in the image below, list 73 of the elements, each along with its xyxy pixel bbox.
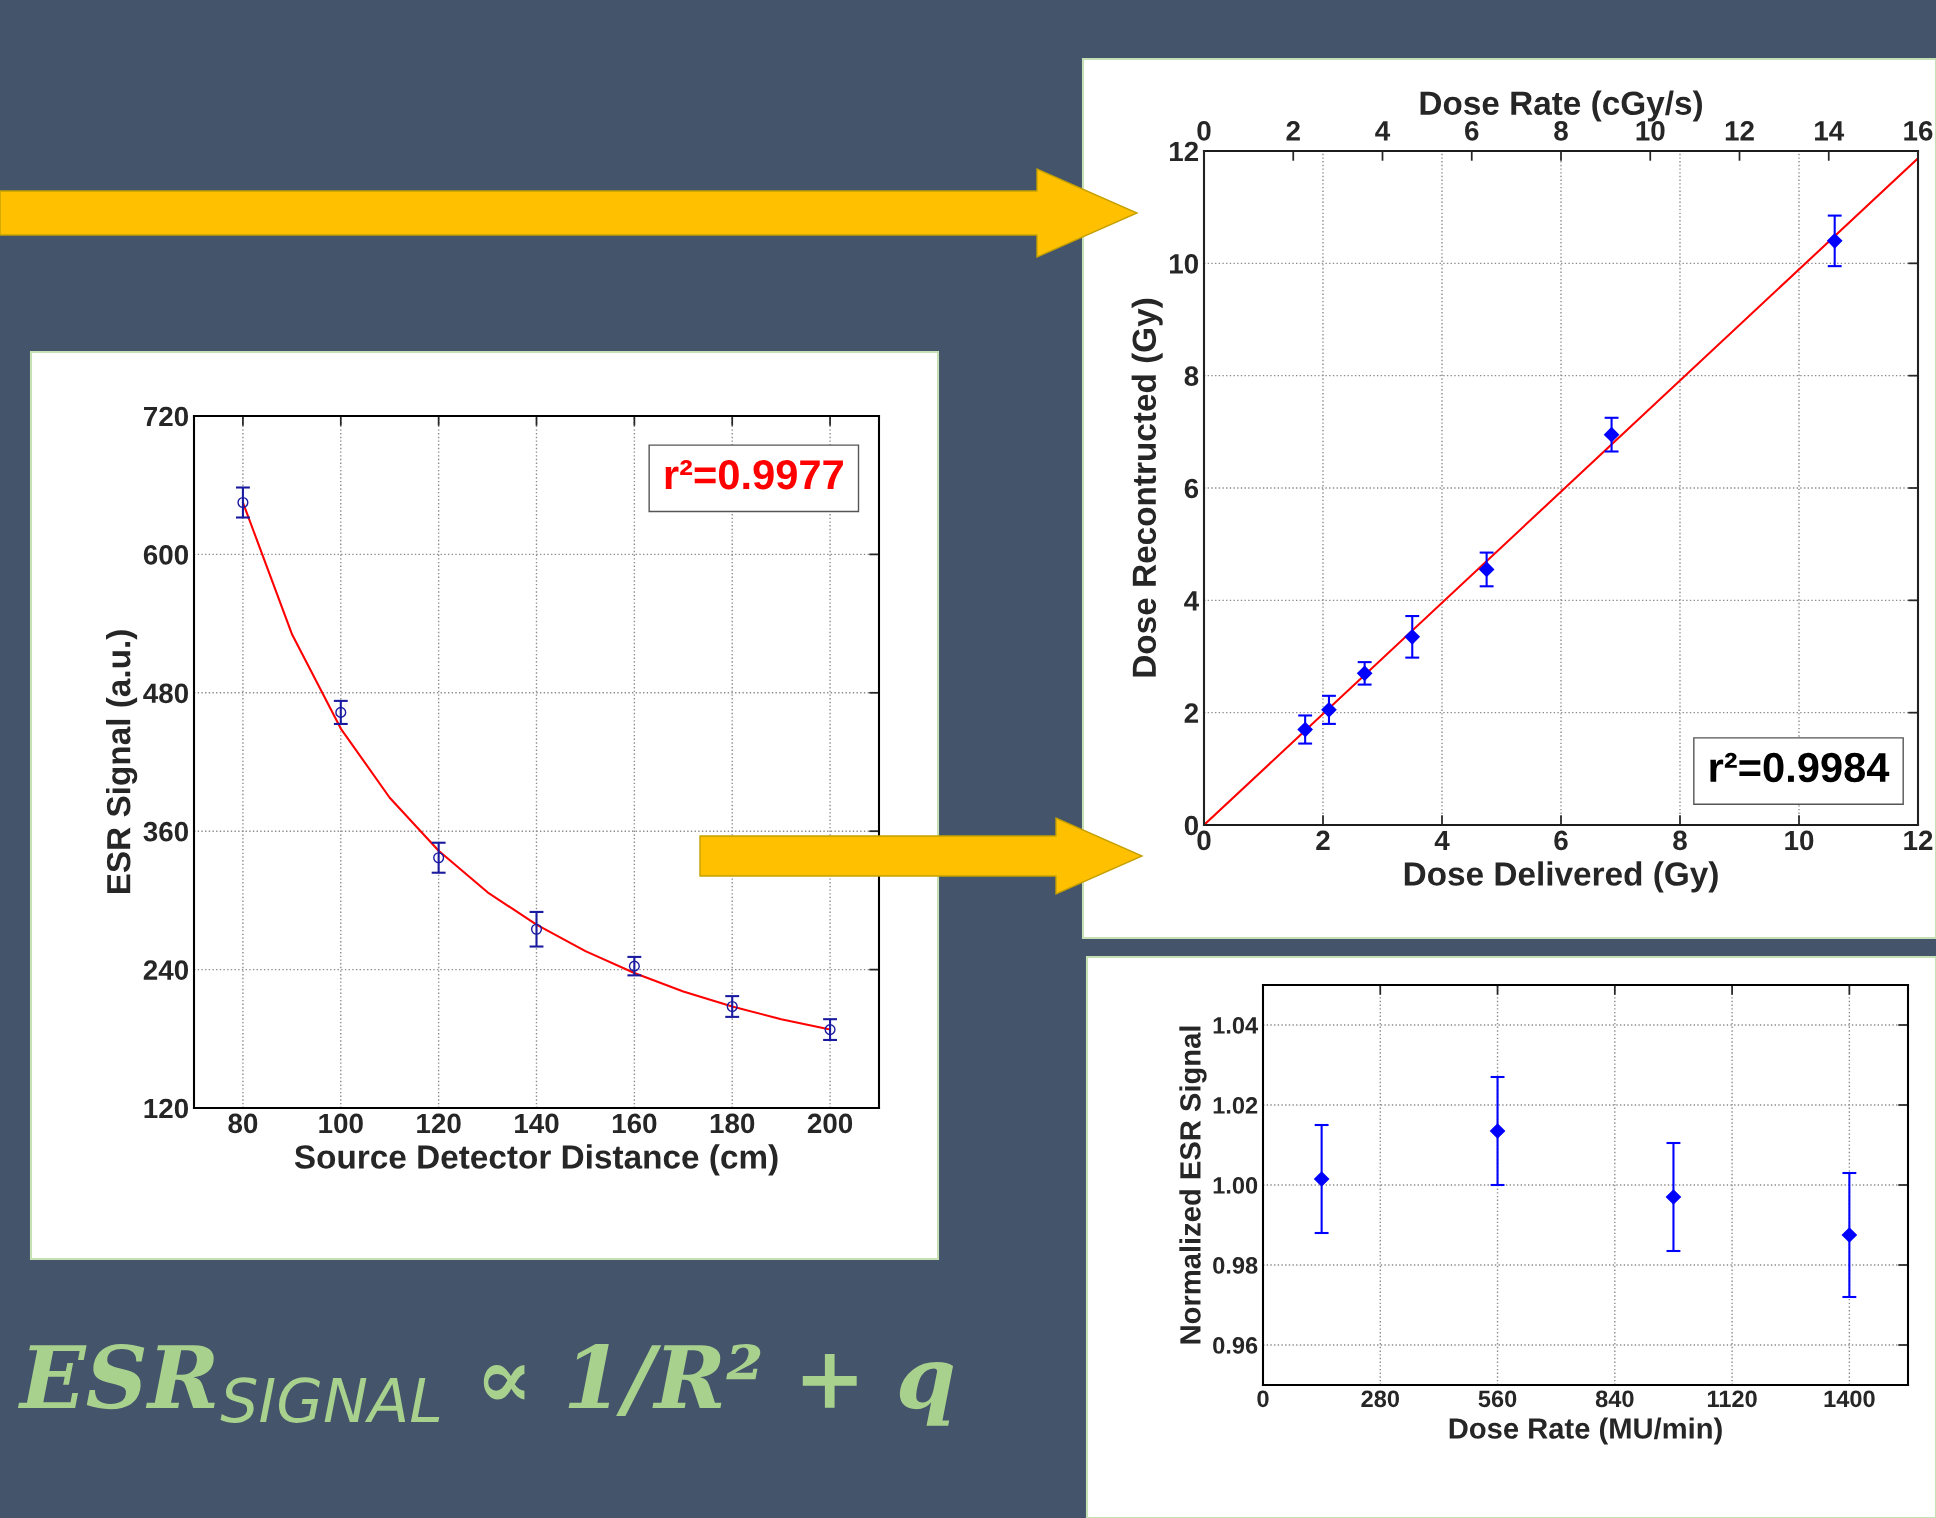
x-tick-label: 2 [1316, 830, 1330, 850]
x-tick-label: 120 [417, 1113, 461, 1134]
y-tick-label: 240 [143, 960, 188, 980]
y-tick-label: 720 [143, 406, 188, 427]
x2-tick-label: 2 [1286, 120, 1300, 141]
x-tick-label: 8 [1673, 830, 1687, 851]
x-tick-label: 180 [710, 1113, 755, 1134]
y-tick-label: 4 [1184, 591, 1199, 611]
x-axis-title: Source Detector Distance (cm) [294, 1144, 778, 1176]
point [1297, 721, 1313, 738]
point [1357, 665, 1373, 681]
point [1827, 233, 1843, 249]
y-tick-label: 1.04 [1213, 1017, 1259, 1034]
point [237, 496, 249, 509]
y-tick-label: 1.02 [1213, 1097, 1258, 1114]
point [1321, 702, 1337, 718]
point [1489, 1123, 1506, 1139]
x-tick-label: 4 [1434, 830, 1450, 850]
point [1841, 1227, 1857, 1243]
x-tick-label: 140 [515, 1113, 559, 1134]
point [433, 852, 445, 864]
x-tick-label: 6 [1554, 830, 1568, 851]
x2-tick-label: 16 [1904, 120, 1933, 141]
y-axis-title: ESR Signal (a.u.) [106, 630, 138, 894]
y-tick-label: 120 [144, 1098, 188, 1119]
y-tick-label: 12 [1169, 141, 1199, 162]
y-tick-label: 600 [143, 545, 188, 565]
annotation: r²=0.9984 [1710, 752, 1890, 783]
x2-tick-label: 8 [1554, 120, 1568, 141]
x-tick-label: 1400 [1824, 1390, 1875, 1408]
y-axis-title: Normalized ESR Signal [1179, 1026, 1207, 1344]
x-tick-label: 10 [1785, 830, 1814, 851]
x-tick-label: 160 [612, 1113, 657, 1134]
x2-tick-label: 6 [1465, 120, 1479, 141]
y-tick-label: 8 [1184, 366, 1199, 387]
point [1603, 427, 1620, 443]
y-tick-label: 480 [143, 683, 188, 704]
point [824, 1024, 836, 1036]
x-tick-label: 12 [1904, 830, 1933, 850]
point [1665, 1189, 1682, 1205]
point [530, 923, 543, 935]
x-tick-label: 560 [1478, 1390, 1517, 1408]
x-axis-title: Dose Rate (MU/min) [1449, 1417, 1722, 1445]
point [1314, 1171, 1330, 1187]
x2-tick-label: 10 [1636, 120, 1665, 141]
point [1479, 561, 1495, 578]
x-axis-title: Dose Delivered (Gy) [1404, 861, 1718, 893]
y-tick-label: 360 [143, 821, 188, 842]
x-tick-label: 100 [319, 1113, 363, 1134]
y-axis-title: Dose Recontructed (Gy) [1131, 298, 1163, 677]
point [726, 1000, 738, 1013]
point [1404, 629, 1420, 645]
x2-axis-title: Dose Rate (cGy/s) [1420, 90, 1702, 122]
annotation: r²=0.9977 [665, 459, 843, 490]
x-tick-label: 80 [228, 1113, 258, 1134]
y-tick-label: 0 [1184, 815, 1198, 836]
x2-tick-label: 14 [1815, 121, 1845, 141]
y-tick-label: 6 [1184, 478, 1199, 499]
x-tick-label: 840 [1595, 1390, 1634, 1408]
x-tick-label: 1120 [1707, 1390, 1757, 1408]
point [335, 706, 347, 718]
text: ESR$_{SIGNAL}$ ∝ 1/R² + q [17, 1344, 954, 1426]
x-tick-label: 0 [1257, 1390, 1269, 1408]
point [628, 960, 640, 972]
y-tick-label: 1.00 [1213, 1177, 1258, 1194]
x-tick-label: 280 [1361, 1390, 1399, 1408]
y-tick-label: 10 [1169, 254, 1198, 274]
y-tick-label: 0.98 [1213, 1257, 1258, 1274]
x-tick-label: 200 [807, 1113, 853, 1134]
y-tick-label: 2 [1184, 703, 1199, 723]
y-tick-label: 0.96 [1213, 1337, 1258, 1354]
x2-tick-label: 4 [1375, 121, 1391, 141]
x2-tick-label: 12 [1725, 120, 1754, 141]
